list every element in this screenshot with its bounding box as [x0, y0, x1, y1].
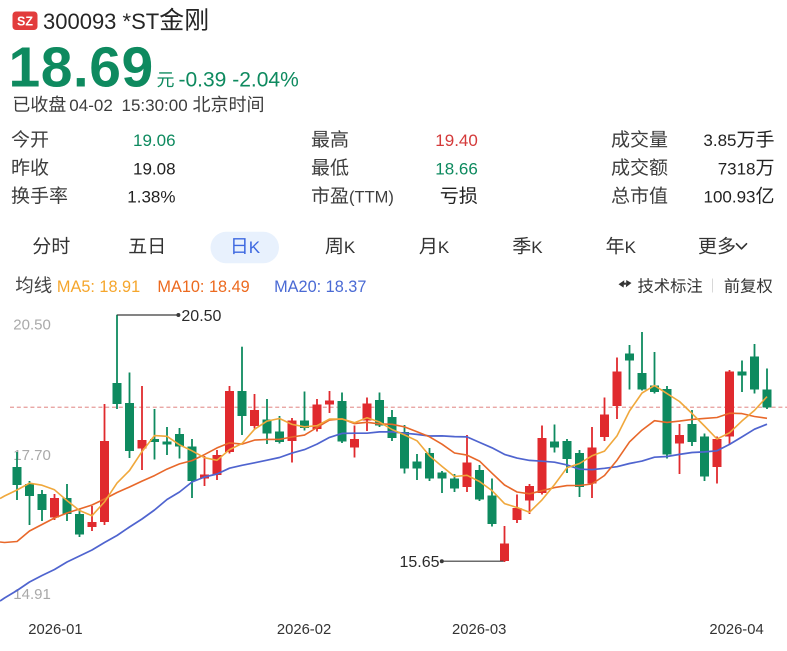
svg-text:300093 *ST: 300093 *ST [43, 9, 159, 34]
svg-text:K: K [249, 238, 261, 257]
svg-text:7318: 7318 [718, 159, 756, 178]
svg-text:K: K [438, 238, 450, 257]
svg-text:20.50: 20.50 [13, 317, 51, 334]
svg-text:3.85: 3.85 [703, 131, 736, 150]
svg-text:K: K [531, 238, 543, 257]
svg-text:100.93: 100.93 [704, 188, 756, 207]
svg-text:SZ: SZ [17, 15, 33, 29]
svg-text:17.70: 17.70 [13, 447, 51, 464]
svg-text:18.69: 18.69 [9, 35, 154, 99]
svg-text:15:30:00: 15:30:00 [122, 96, 188, 115]
svg-text:19.40: 19.40 [435, 131, 478, 150]
svg-text:MA10: 18.49: MA10: 18.49 [157, 278, 249, 296]
svg-text:MA20: 18.37: MA20: 18.37 [274, 278, 366, 296]
svg-text:(TTM): (TTM) [349, 189, 394, 207]
svg-text:04-02: 04-02 [69, 96, 112, 115]
svg-text:18.66: 18.66 [435, 159, 478, 178]
svg-text:14.91: 14.91 [13, 586, 51, 603]
svg-text:2026-01: 2026-01 [28, 622, 82, 638]
svg-text:2026-02: 2026-02 [277, 622, 331, 638]
svg-text:K: K [625, 238, 637, 257]
svg-text:MA5: 18.91: MA5: 18.91 [57, 278, 140, 296]
svg-text:20.50: 20.50 [181, 308, 221, 325]
svg-text:15.65: 15.65 [400, 554, 440, 571]
svg-text:19.06: 19.06 [133, 131, 176, 150]
svg-text:K: K [344, 238, 356, 257]
svg-text:2026-03: 2026-03 [452, 622, 506, 638]
svg-text:2026-04: 2026-04 [709, 622, 763, 638]
svg-text:1.38%: 1.38% [127, 188, 175, 207]
svg-text:19.08: 19.08 [133, 159, 176, 178]
svg-text:-0.39 -2.04%: -0.39 -2.04% [179, 69, 299, 92]
